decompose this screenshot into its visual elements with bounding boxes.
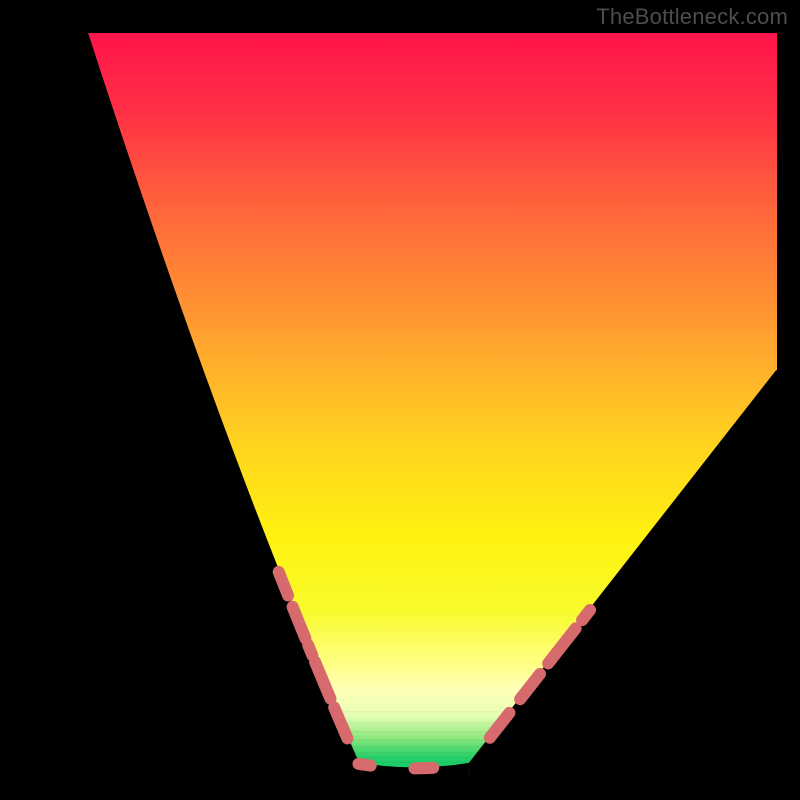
bottleneck-chart (0, 0, 800, 800)
watermark-text: TheBottleneck.com (596, 4, 788, 30)
